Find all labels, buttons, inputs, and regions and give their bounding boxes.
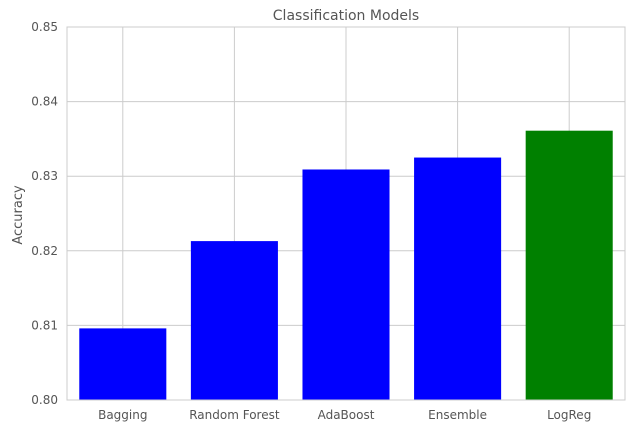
y-tick-label: 0.85 — [31, 20, 58, 34]
tick-labels: 0.80 0.81 0.82 0.83 0.84 0.85 Bagging Random Fo… — [31, 20, 591, 422]
bar-adaboost — [302, 169, 390, 400]
x-tick-label: AdaBoost — [318, 408, 375, 422]
y-tick-label: 0.80 — [31, 393, 58, 407]
bar-ensemble — [414, 157, 502, 400]
bar-random-forest — [190, 241, 278, 400]
y-tick-label: 0.81 — [31, 318, 58, 332]
bar-bagging — [79, 328, 167, 400]
plot-frame — [66, 26, 626, 401]
y-tick-label: 0.84 — [31, 95, 58, 109]
x-tick-label: Bagging — [98, 408, 147, 422]
chart-title: Classification Models — [273, 8, 419, 24]
y-tick-label: 0.83 — [31, 169, 58, 183]
y-tick-label: 0.82 — [31, 244, 58, 258]
y-axis-label: Accuracy — [11, 185, 26, 245]
bar-logreg — [525, 130, 613, 400]
x-tick-label: LogReg — [547, 408, 591, 422]
bars — [79, 130, 613, 400]
x-tick-label: Ensemble — [428, 408, 487, 422]
x-tick-label: Random Forest — [189, 408, 280, 422]
